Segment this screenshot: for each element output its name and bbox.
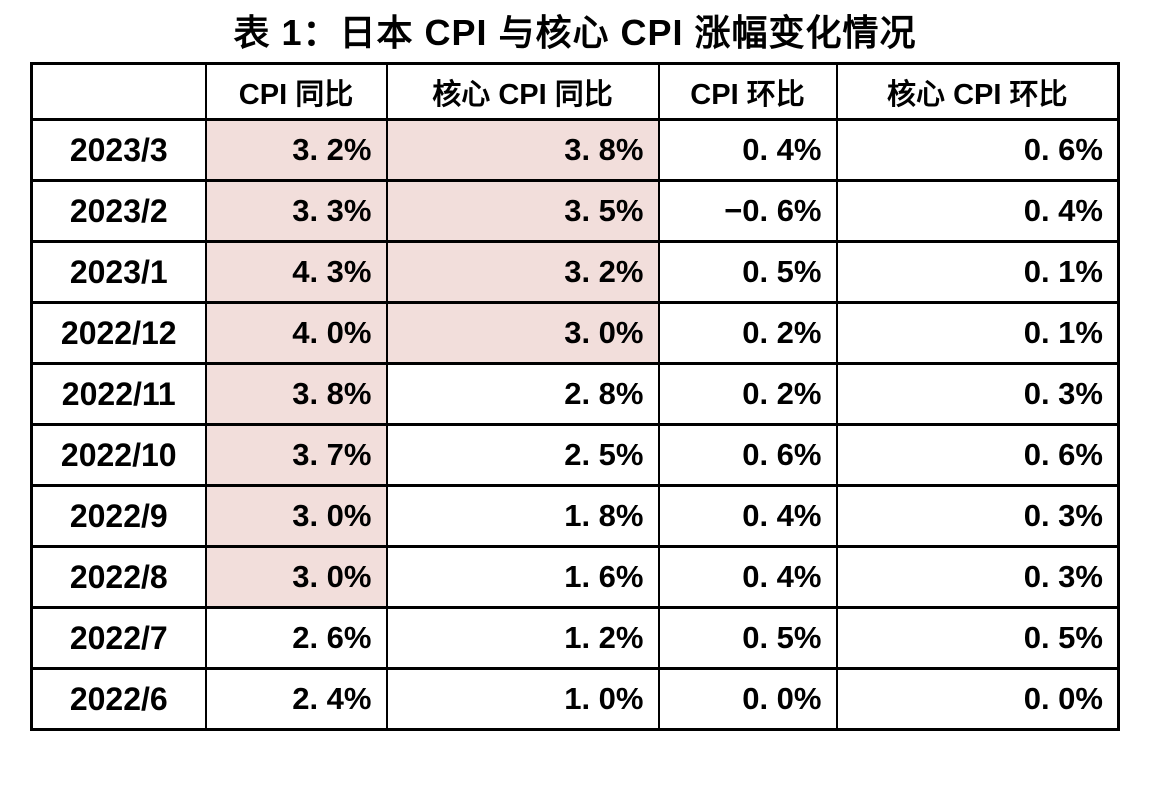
cpi-mom-cell: 0. 4%	[657, 545, 838, 609]
table-row: 2022/12 4. 0% 3. 0% 0. 2% 0. 1%	[30, 301, 1120, 365]
cpi-yoy-cell: 3. 3%	[204, 179, 388, 243]
cpi-mom-cell: 0. 4%	[657, 118, 838, 182]
core-cpi-yoy-cell: 3. 0%	[385, 301, 660, 365]
table-row: 2022/11 3. 8% 2. 8% 0. 2% 0. 3%	[30, 362, 1120, 426]
row-date: 2022/7	[30, 606, 207, 670]
cpi-yoy-cell: 3. 8%	[204, 362, 388, 426]
core-cpi-mom-cell: 0. 1%	[835, 240, 1120, 304]
table-row: 2023/2 3. 3% 3. 5% −0. 6% 0. 4%	[30, 179, 1120, 243]
core-cpi-yoy-cell: 2. 8%	[385, 362, 660, 426]
header-cpi-mom: CPI 环比	[657, 62, 838, 121]
table-row: 2023/3 3. 2% 3. 8% 0. 4% 0. 6%	[30, 118, 1120, 182]
core-cpi-mom-cell: 0. 3%	[835, 362, 1120, 426]
table-row: 2022/7 2. 6% 1. 2% 0. 5% 0. 5%	[30, 606, 1120, 670]
core-cpi-yoy-cell: 1. 8%	[385, 484, 660, 548]
cpi-mom-cell: 0. 5%	[657, 240, 838, 304]
cpi-mom-cell: 0. 6%	[657, 423, 838, 487]
core-cpi-yoy-cell: 1. 6%	[385, 545, 660, 609]
row-date: 2022/10	[30, 423, 207, 487]
row-date: 2023/1	[30, 240, 207, 304]
core-cpi-mom-cell: 0. 6%	[835, 423, 1120, 487]
row-date: 2022/6	[30, 667, 207, 731]
core-cpi-mom-cell: 0. 5%	[835, 606, 1120, 670]
core-cpi-mom-cell: 0. 3%	[835, 545, 1120, 609]
report-table-page: 表 1：日本 CPI 与核心 CPI 涨幅变化情况 CPI 同比 核心 CPI …	[0, 4, 1150, 800]
table-row: 2022/10 3. 7% 2. 5% 0. 6% 0. 6%	[30, 423, 1120, 487]
cpi-yoy-cell: 3. 2%	[204, 118, 388, 182]
row-date: 2023/2	[30, 179, 207, 243]
cpi-mom-cell: 0. 4%	[657, 484, 838, 548]
table-title: 表 1：日本 CPI 与核心 CPI 涨幅变化情况	[233, 12, 917, 53]
core-cpi-yoy-cell: 1. 0%	[385, 667, 660, 731]
core-cpi-yoy-cell: 1. 2%	[385, 606, 660, 670]
core-cpi-mom-cell: 0. 4%	[835, 179, 1120, 243]
row-date: 2022/9	[30, 484, 207, 548]
row-date: 2022/12	[30, 301, 207, 365]
cpi-mom-cell: 0. 2%	[657, 362, 838, 426]
cpi-yoy-cell: 3. 7%	[204, 423, 388, 487]
core-cpi-yoy-cell: 2. 5%	[385, 423, 660, 487]
header-core-cpi-mom: 核心 CPI 环比	[835, 62, 1120, 121]
table-row: 2022/6 2. 4% 1. 0% 0. 0% 0. 0%	[30, 667, 1120, 731]
cpi-yoy-cell: 3. 0%	[204, 545, 388, 609]
table-row: 2023/1 4. 3% 3. 2% 0. 5% 0. 1%	[30, 240, 1120, 304]
core-cpi-mom-cell: 0. 1%	[835, 301, 1120, 365]
header-row: CPI 同比 核心 CPI 同比 CPI 环比 核心 CPI 环比	[30, 62, 1120, 121]
cpi-yoy-cell: 4. 3%	[204, 240, 388, 304]
core-cpi-yoy-cell: 3. 8%	[385, 118, 660, 182]
cpi-mom-cell: 0. 2%	[657, 301, 838, 365]
cpi-data-table: CPI 同比 核心 CPI 同比 CPI 环比 核心 CPI 环比 2023/3…	[30, 62, 1120, 731]
header-cpi-yoy: CPI 同比	[204, 62, 388, 121]
core-cpi-mom-cell: 0. 6%	[835, 118, 1120, 182]
row-date: 2022/8	[30, 545, 207, 609]
cpi-mom-cell: 0. 0%	[657, 667, 838, 731]
table-row: 2022/9 3. 0% 1. 8% 0. 4% 0. 3%	[30, 484, 1120, 548]
core-cpi-yoy-cell: 3. 5%	[385, 179, 660, 243]
header-date	[30, 62, 207, 121]
header-core-cpi-yoy: 核心 CPI 同比	[385, 62, 660, 121]
core-cpi-mom-cell: 0. 3%	[835, 484, 1120, 548]
cpi-yoy-cell: 3. 0%	[204, 484, 388, 548]
core-cpi-yoy-cell: 3. 2%	[385, 240, 660, 304]
row-date: 2022/11	[30, 362, 207, 426]
cpi-yoy-cell: 2. 6%	[204, 606, 388, 670]
table-row: 2022/8 3. 0% 1. 6% 0. 4% 0. 3%	[30, 545, 1120, 609]
cpi-yoy-cell: 2. 4%	[204, 667, 388, 731]
row-date: 2023/3	[30, 118, 207, 182]
cpi-mom-cell: 0. 5%	[657, 606, 838, 670]
cpi-mom-cell: −0. 6%	[657, 179, 838, 243]
cpi-yoy-cell: 4. 0%	[204, 301, 388, 365]
core-cpi-mom-cell: 0. 0%	[835, 667, 1120, 731]
